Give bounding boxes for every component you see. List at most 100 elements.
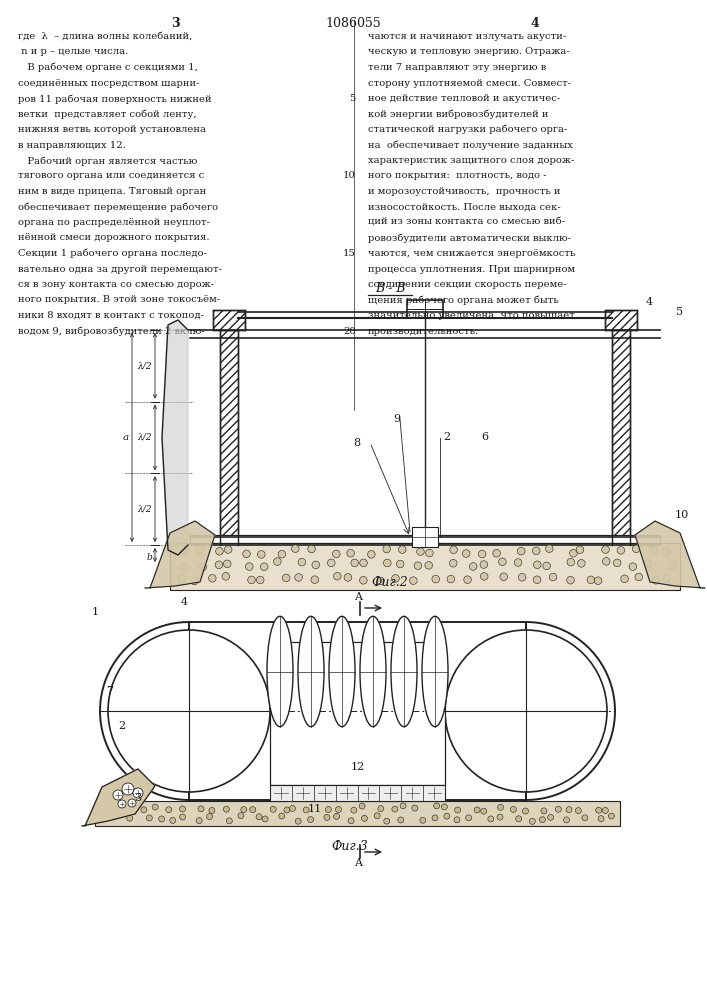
Text: статической нагрузки рабочего орга-: статической нагрузки рабочего орга- xyxy=(368,125,568,134)
Circle shape xyxy=(444,813,450,819)
Text: В рабочем органе с секциями 1,: В рабочем органе с секциями 1, xyxy=(18,63,198,73)
Circle shape xyxy=(223,560,231,568)
Text: 4: 4 xyxy=(645,297,653,307)
Circle shape xyxy=(209,574,216,582)
Text: водом 9, вибровозбудители 2 вклю-: водом 9, вибровозбудители 2 вклю- xyxy=(18,326,205,336)
Text: 11: 11 xyxy=(308,804,322,814)
Text: значительно увеличена, что повышает: значительно увеличена, что повышает xyxy=(368,311,575,320)
Ellipse shape xyxy=(422,616,448,727)
Text: щения рабочего органа может быть: щения рабочего органа может быть xyxy=(368,296,559,305)
Circle shape xyxy=(575,808,581,814)
Circle shape xyxy=(298,558,305,566)
Circle shape xyxy=(216,548,223,555)
Circle shape xyxy=(602,807,608,813)
Circle shape xyxy=(141,807,147,813)
Circle shape xyxy=(282,574,290,582)
Circle shape xyxy=(392,575,399,582)
Bar xyxy=(270,642,445,785)
Circle shape xyxy=(165,807,172,813)
Circle shape xyxy=(250,807,256,813)
Circle shape xyxy=(303,807,309,813)
Text: ветки  представляет собой ленту,: ветки представляет собой ленту, xyxy=(18,109,197,119)
Circle shape xyxy=(399,546,406,553)
Circle shape xyxy=(629,563,637,570)
Text: 1086055: 1086055 xyxy=(325,17,381,30)
Text: λ/2: λ/2 xyxy=(137,433,152,442)
Circle shape xyxy=(426,549,433,557)
Text: 7: 7 xyxy=(107,686,114,696)
Circle shape xyxy=(383,545,390,553)
Circle shape xyxy=(279,813,285,819)
Circle shape xyxy=(105,808,110,814)
Text: тягового органа или соединяется с: тягового органа или соединяется с xyxy=(18,172,204,180)
Circle shape xyxy=(311,576,319,583)
Circle shape xyxy=(420,817,426,823)
Ellipse shape xyxy=(360,616,386,727)
Circle shape xyxy=(454,817,460,823)
Circle shape xyxy=(180,806,185,812)
Text: ного покрытия:  плотность, водо -: ного покрытия: плотность, водо - xyxy=(368,172,547,180)
Circle shape xyxy=(118,800,126,808)
Circle shape xyxy=(650,547,658,554)
Text: ров 11 рабочая поверхность нижней: ров 11 рабочая поверхность нижней xyxy=(18,94,211,104)
Circle shape xyxy=(128,804,134,810)
Text: производительность.: производительность. xyxy=(368,326,479,336)
Circle shape xyxy=(481,808,486,814)
Circle shape xyxy=(198,806,204,812)
Circle shape xyxy=(481,573,488,580)
Circle shape xyxy=(325,807,332,813)
Bar xyxy=(220,330,238,545)
Circle shape xyxy=(447,575,455,583)
Circle shape xyxy=(291,545,299,552)
Circle shape xyxy=(563,817,570,823)
Circle shape xyxy=(602,546,609,553)
Text: 15: 15 xyxy=(343,249,356,258)
Circle shape xyxy=(351,559,358,567)
Circle shape xyxy=(400,803,406,809)
Circle shape xyxy=(500,573,508,581)
Text: износостойкость. После выхода сек-: износостойкость. После выхода сек- xyxy=(368,202,561,212)
Ellipse shape xyxy=(267,616,293,727)
Text: где  λ  – длина волны колебаний,: где λ – длина волны колебаний, xyxy=(18,32,192,41)
Text: ческую и тепловую энергию. Отража-: ческую и тепловую энергию. Отража- xyxy=(368,47,570,56)
Text: Фиг.3: Фиг.3 xyxy=(332,840,368,853)
Circle shape xyxy=(497,814,503,820)
Circle shape xyxy=(522,808,528,814)
Text: 20: 20 xyxy=(344,326,356,336)
Text: 10: 10 xyxy=(675,510,689,520)
Circle shape xyxy=(113,790,123,800)
Bar xyxy=(170,543,680,590)
Text: b: b xyxy=(146,552,152,562)
Circle shape xyxy=(374,813,380,819)
Circle shape xyxy=(567,576,574,584)
Ellipse shape xyxy=(391,616,417,727)
Circle shape xyxy=(146,815,152,821)
Circle shape xyxy=(595,577,602,585)
Circle shape xyxy=(488,816,493,822)
Circle shape xyxy=(284,807,290,813)
Polygon shape xyxy=(145,521,215,588)
Circle shape xyxy=(570,549,577,557)
Text: на  обеспечивает получение заданных: на обеспечивает получение заданных xyxy=(368,140,573,150)
Circle shape xyxy=(361,815,368,821)
Text: соединённых посредством шарни-: соединённых посредством шарни- xyxy=(18,79,199,88)
Circle shape xyxy=(368,551,375,558)
Circle shape xyxy=(332,550,340,558)
Circle shape xyxy=(197,546,204,554)
Circle shape xyxy=(348,818,354,824)
Circle shape xyxy=(576,546,584,553)
Text: кой энергии вибровозбудителей и: кой энергии вибровозбудителей и xyxy=(368,109,549,119)
Circle shape xyxy=(245,563,253,570)
Circle shape xyxy=(464,576,472,584)
Bar xyxy=(95,801,620,826)
Text: 5: 5 xyxy=(350,94,356,103)
Circle shape xyxy=(541,808,547,814)
Circle shape xyxy=(412,805,418,811)
Circle shape xyxy=(539,817,545,823)
Circle shape xyxy=(498,558,506,566)
Circle shape xyxy=(247,576,255,584)
Circle shape xyxy=(663,575,671,582)
Circle shape xyxy=(215,561,223,569)
Circle shape xyxy=(555,806,561,812)
Text: вательно одна за другой перемещают-: вательно одна за другой перемещают- xyxy=(18,264,222,273)
